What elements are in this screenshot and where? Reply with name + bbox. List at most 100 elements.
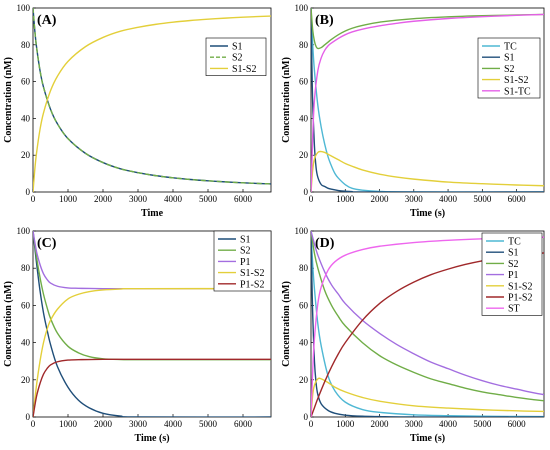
legend-label: P1-S2 [508, 293, 532, 304]
x-tick-label: 6000 [508, 419, 527, 429]
legend-label: S2 [508, 259, 519, 270]
legend-label: S1-S2 [240, 268, 264, 279]
x-tick-label: 4000 [439, 419, 458, 429]
series-line-s1-s2 [33, 287, 271, 417]
legend-label: S1-S2 [508, 281, 532, 292]
y-tick-label: 100 [17, 226, 31, 236]
y-tick-label: 60 [299, 300, 309, 310]
y-axis-label: Concentration (nM) [3, 57, 14, 143]
x-tick-label: 2000 [371, 419, 390, 429]
x-tick-label: 6000 [234, 419, 253, 429]
series-line-s1 [33, 231, 271, 417]
x-tick-label: 0 [309, 194, 314, 204]
legend-label: P1 [240, 257, 251, 268]
legend-label: S2 [240, 246, 251, 257]
x-tick-label: 3000 [129, 194, 148, 204]
x-tick-label: 3000 [405, 194, 424, 204]
legend-label: S1-S2 [232, 64, 256, 75]
y-tick-label: 40 [299, 113, 309, 123]
y-tick-label: 60 [299, 77, 309, 87]
series-line-s2 [33, 8, 271, 185]
x-tick-label: 1000 [59, 419, 78, 429]
x-tick-label: 3000 [129, 419, 148, 429]
x-tick-label: 5000 [199, 419, 218, 429]
x-tick-label: 6000 [508, 194, 527, 204]
y-tick-label: 60 [21, 300, 31, 310]
legend-label: TC [508, 237, 521, 248]
series-line-s1 [33, 8, 271, 185]
x-tick-label: 0 [31, 419, 36, 429]
y-tick-label: 80 [299, 263, 309, 273]
y-tick-label: 100 [295, 226, 309, 236]
y-tick-label: 0 [26, 187, 31, 197]
series-line-s2 [311, 231, 544, 402]
x-tick-label: 0 [309, 419, 314, 429]
panel-label: (A) [37, 13, 57, 28]
series-line-st [311, 236, 544, 417]
y-axis-label: Concentration (nM) [3, 281, 14, 367]
chart-panel-2: 0 1000 2000 3000 4000 5000 6000 0 20 40 60 80 100 Tim… [281, 3, 545, 219]
x-axis-label: Time (s) [410, 433, 445, 444]
x-tick-label: 0 [31, 194, 36, 204]
chart-panel-4: 0 1000 2000 3000 4000 5000 6000 0 20 40 60 80 100 Tim… [281, 226, 545, 444]
x-tick-label: 6000 [234, 194, 253, 204]
y-axis-label: Concentration (nM) [281, 281, 292, 367]
series-line-s1 [311, 231, 544, 417]
x-tick-label: 1000 [336, 419, 355, 429]
y-tick-label: 0 [26, 412, 31, 422]
series-line-tc [311, 231, 544, 417]
legend-label: S2 [504, 64, 515, 75]
legend-label: S1-TC [504, 86, 531, 97]
x-axis-label: Time (s) [134, 433, 169, 444]
x-tick-label: 2000 [94, 194, 113, 204]
x-tick-label: 4000 [164, 194, 183, 204]
legend-label: TC [504, 42, 517, 53]
series-line-s1-s2 [311, 150, 544, 192]
y-tick-label: 20 [21, 150, 31, 160]
legend-label: S1 [508, 248, 519, 259]
x-tick-label: 1000 [59, 194, 78, 204]
y-tick-label: 80 [21, 263, 31, 273]
panel-label: (D) [315, 236, 335, 251]
x-tick-label: 1000 [336, 194, 355, 204]
legend-label: P1-S2 [240, 279, 264, 290]
chart-panel-3: 0 1000 2000 3000 4000 5000 6000 0 20 40 60 80 100 Tim… [3, 226, 272, 444]
series-line-p1-s2 [33, 358, 271, 417]
y-tick-label: 20 [299, 150, 309, 160]
series-line-s1-tc [311, 13, 544, 192]
x-tick-label: 5000 [473, 194, 492, 204]
x-tick-label: 5000 [199, 194, 218, 204]
legend-label: S1 [232, 42, 243, 53]
legend-label: S1-S2 [504, 75, 528, 86]
legend-label: P1 [508, 270, 519, 281]
y-axis-label: Concentration (nM) [281, 57, 292, 143]
y-tick-label: 40 [21, 338, 31, 348]
panel-label: (B) [315, 13, 334, 28]
y-tick-label: 100 [17, 3, 31, 13]
x-tick-label: 2000 [94, 419, 113, 429]
x-tick-label: 5000 [473, 419, 492, 429]
series-line-s1-s2 [311, 377, 544, 417]
legend-label: S2 [232, 53, 243, 64]
panel-label: (C) [37, 236, 57, 251]
y-tick-label: 0 [304, 187, 309, 197]
x-axis-label: Time (s) [410, 208, 445, 219]
legend-label: S1 [240, 235, 251, 246]
series-line-p1 [311, 231, 544, 396]
series-line-s1-s2 [33, 15, 271, 192]
legend-label: S1 [504, 53, 515, 64]
y-tick-label: 80 [21, 40, 31, 50]
y-tick-label: 80 [299, 40, 309, 50]
x-tick-label: 2000 [371, 194, 390, 204]
series-line-s2 [311, 8, 544, 50]
y-tick-label: 20 [21, 375, 31, 385]
plot-frame [32, 7, 272, 193]
y-tick-label: 40 [299, 338, 309, 348]
y-tick-label: 60 [21, 77, 31, 87]
x-tick-label: 4000 [164, 419, 183, 429]
y-tick-label: 100 [295, 3, 309, 13]
